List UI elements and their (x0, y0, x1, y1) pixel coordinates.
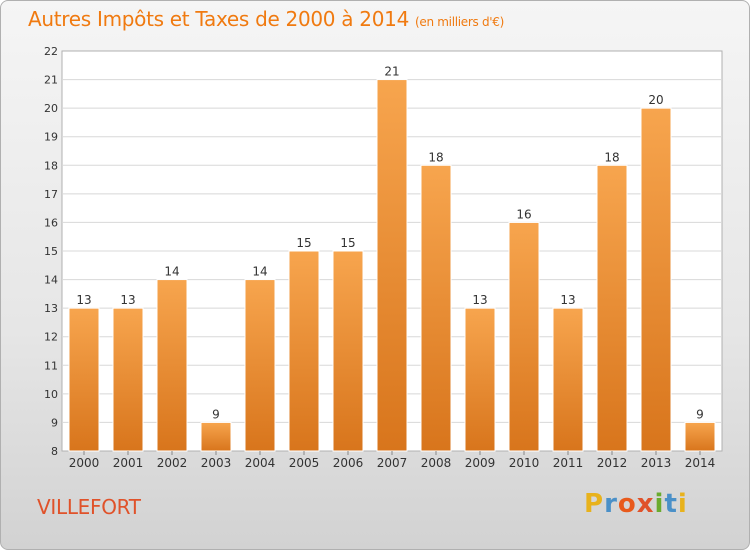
logo-letter: x (636, 489, 655, 519)
bar-2012 (596, 164, 628, 452)
y-tick-label: 9 (51, 416, 58, 429)
bar-2002 (156, 279, 188, 452)
data-label: 18 (604, 150, 619, 164)
bar-2001 (112, 307, 144, 452)
logo-letter: t (664, 489, 678, 519)
bar-2009 (464, 307, 496, 452)
y-tick-label: 11 (44, 359, 58, 372)
logo-letter: o (617, 489, 637, 519)
x-tick-label: 2011 (553, 456, 584, 470)
y-tick-label: 22 (44, 45, 58, 58)
y-tick-label: 21 (44, 74, 58, 87)
y-tick-label: 20 (44, 102, 58, 115)
x-tick-label: 2006 (333, 456, 364, 470)
bar-2007 (376, 79, 408, 452)
x-tick-label: 2001 (113, 456, 144, 470)
y-tick-label: 19 (44, 131, 58, 144)
data-label: 14 (164, 265, 179, 279)
data-label: 16 (516, 207, 531, 221)
bar-2000 (68, 307, 100, 452)
data-label: 13 (560, 293, 575, 307)
bar-2008 (420, 164, 452, 452)
y-tick-label: 13 (44, 302, 58, 315)
chart-title: Autres Impôts et Taxes de 2000 à 2014 (en… (28, 7, 504, 31)
x-tick-label: 2009 (465, 456, 496, 470)
city-name: VILLEFORT (37, 495, 141, 519)
title-text: Autres Impôts et Taxes de 2000 à 2014 (28, 7, 409, 31)
data-label: 18 (428, 150, 443, 164)
data-label: 9 (212, 407, 220, 421)
chart-subtitle: (en milliers d'€) (415, 15, 505, 29)
data-label: 9 (696, 407, 704, 421)
data-label: 20 (648, 93, 663, 107)
bar-2010 (508, 221, 540, 452)
x-tick-label: 2002 (157, 456, 188, 470)
logo-letter: P (584, 489, 605, 519)
y-tick-label: 18 (44, 159, 58, 172)
logo-letter: i (677, 489, 688, 519)
data-label: 15 (340, 236, 355, 250)
y-tick-label: 14 (44, 274, 58, 287)
data-label: 13 (120, 293, 135, 307)
x-tick-label: 2013 (641, 456, 672, 470)
x-tick-label: 2010 (509, 456, 540, 470)
x-tick-label: 2008 (421, 456, 452, 470)
y-tick-label: 15 (44, 245, 58, 258)
bar-2005 (288, 250, 320, 452)
y-tick-label: 17 (44, 188, 58, 201)
data-label: 14 (252, 265, 267, 279)
logo-letter: r (604, 489, 618, 519)
logo-letter: i (654, 489, 665, 519)
bar-2003 (200, 421, 232, 452)
bar-2011 (552, 307, 584, 452)
bar-2013 (640, 107, 672, 452)
x-tick-label: 2004 (245, 456, 276, 470)
x-tick-label: 2007 (377, 456, 408, 470)
data-label: 13 (472, 293, 487, 307)
y-tick-label: 12 (44, 331, 58, 344)
bar-2004 (244, 279, 276, 452)
y-tick-label: 10 (44, 388, 58, 401)
proxiti-logo: Proxiti (584, 489, 688, 519)
y-tick-label: 8 (51, 445, 58, 458)
data-label: 21 (384, 65, 399, 79)
x-tick-label: 2014 (685, 456, 716, 470)
data-label: 13 (76, 293, 91, 307)
y-tick-label: 16 (44, 216, 58, 229)
x-tick-label: 2005 (289, 456, 320, 470)
x-tick-label: 2000 (69, 456, 100, 470)
bar-2006 (332, 250, 364, 452)
data-label: 15 (296, 236, 311, 250)
bar-2014 (684, 421, 716, 452)
x-tick-label: 2012 (597, 456, 628, 470)
x-tick-label: 2003 (201, 456, 232, 470)
